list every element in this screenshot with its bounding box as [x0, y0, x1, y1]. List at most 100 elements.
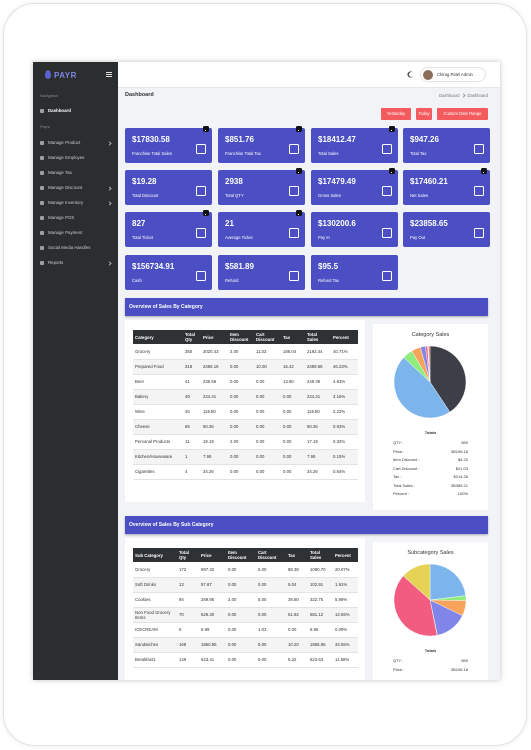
column-header: Cart Discount: [254, 330, 281, 344]
screen: PAYR Navigation Dashboard Payrs Manage P…: [33, 62, 500, 680]
pie-slice: [393, 575, 438, 637]
table-cell: Kitchen/Houseware: [133, 449, 183, 465]
table-row: Kitchen/Houseware 1 7.99 0.00 0.00 0.00 7.99 0.…: [133, 449, 358, 465]
table-row: ICECREAM 5 5.99 0.00 1.03 0.00 6.96 0.09%: [133, 622, 358, 638]
totals-row: Tax : $214.26: [393, 474, 468, 480]
table-cell: 5.00: [256, 562, 286, 578]
table-cell: 318: [183, 359, 201, 375]
info-badge[interactable]: [296, 126, 302, 132]
totals-row: Item Discount : $4.20: [393, 457, 468, 463]
info-badge[interactable]: [296, 210, 302, 216]
user-name: Chirag Patel Admin: [437, 72, 473, 77]
data-table: Category Total Qty Price Item Discount Cart …: [133, 330, 358, 480]
nav-item[interactable]: Manage POS: [40, 213, 114, 223]
info-badge[interactable]: [481, 168, 487, 174]
table-cell: 0.00: [254, 434, 281, 450]
table-cell: 5.00: [256, 652, 286, 668]
table-cell: 4: [183, 464, 201, 480]
nav-icon: [40, 155, 44, 160]
table-cell: 2.00: [228, 434, 254, 450]
table-cell: 20: [183, 404, 201, 420]
nav-item[interactable]: Reports: [40, 258, 114, 268]
nav-item[interactable]: Manage Tax: [40, 168, 114, 178]
stat-label: Total Discount: [132, 193, 159, 198]
table-cell: 224.41: [201, 389, 228, 405]
stat-icon: [382, 186, 392, 196]
stat-value: $17830.58: [132, 135, 170, 144]
nav-item[interactable]: Manage Discount: [40, 183, 114, 193]
totals-value: 100%: [457, 491, 468, 496]
nav-item[interactable]: Dashboard: [40, 106, 114, 116]
nav-icon: [40, 108, 44, 113]
table-cell: 15.42: [281, 359, 305, 375]
stat-card: $17830.58 Franchise Total Sales: [125, 126, 212, 163]
filter-button[interactable]: Yesterday: [381, 108, 411, 120]
table-cell: 0.00: [228, 419, 254, 435]
pie-chart: [393, 563, 467, 637]
stat-label: Franchise Total Sales: [132, 151, 172, 156]
column-header: Total Sales: [305, 330, 331, 344]
menu-toggle[interactable]: [106, 72, 112, 77]
nav-arrow: [107, 140, 112, 146]
pie-slice: [428, 345, 431, 383]
info-badge[interactable]: [203, 210, 209, 216]
info-badge[interactable]: [203, 126, 209, 132]
stat-value: $581.89: [225, 262, 254, 271]
nav-text: Manage POS: [48, 215, 75, 220]
stat-card: $23858.65 Pay Out: [403, 212, 490, 247]
stat-label: Total QTY: [225, 193, 244, 198]
totals-value: 859: [461, 658, 468, 663]
table-cell: 11.03: [254, 344, 281, 360]
table-row: Prepared Food 318 2486.16 0.00 10.00 15.42 248…: [133, 359, 358, 375]
table-cell: 0.00: [226, 607, 256, 623]
crumb[interactable]: Dashboard: [439, 93, 460, 98]
info-badge[interactable]: [296, 168, 302, 174]
nav-item[interactable]: Manage Inventory: [40, 198, 114, 208]
totals-label: Totals: [424, 648, 437, 653]
stat-label: Total Tax: [410, 151, 427, 156]
table-row: Bakery 49 224.41 0.00 0.00 0.00 224.21 4.16%: [133, 389, 358, 405]
nav-item[interactable]: Manage Product: [40, 138, 114, 148]
section-label: Payrs: [40, 125, 50, 129]
table-row: Non Food Grocery Items 70 629.30 0.00 0.00 51…: [133, 607, 358, 623]
theme-toggle[interactable]: [409, 72, 414, 77]
nav-text: Manage Inventory: [48, 200, 84, 205]
stat-icon: [289, 271, 299, 281]
table-cell: 1865.95: [308, 637, 333, 653]
nav-label: Navigation: [40, 94, 58, 98]
table-cell: 224.21: [305, 389, 331, 405]
table-cell: 2.00: [226, 592, 256, 608]
table-panel: Category Total Qty Price Item Discount Cart …: [125, 320, 365, 502]
table-cell: 119.80: [305, 404, 331, 420]
stat-card: 2938 Total QTY: [218, 168, 305, 205]
table-cell: 88.38: [286, 562, 308, 578]
stat-label: Pay In: [318, 235, 330, 240]
stat-value: $17460.21: [410, 177, 448, 186]
column-header: Total Qty: [183, 330, 201, 344]
table-row: Personal Products 11 19.19 2.00 0.00 0.00 17.1…: [133, 434, 358, 450]
info-badge[interactable]: [389, 126, 395, 132]
user-menu[interactable]: Chirag Patel Admin: [420, 67, 486, 82]
column-header: Price: [201, 330, 228, 344]
info-badge[interactable]: [389, 168, 395, 174]
table-cell: 997.32: [199, 562, 226, 578]
nav-item[interactable]: Manage Payment: [40, 228, 114, 238]
table-cell: 186.04: [281, 344, 305, 360]
filter-button[interactable]: Custom Date Range: [437, 108, 488, 120]
nav-item[interactable]: Social Media Handles: [40, 243, 114, 253]
nav-arrow: [107, 185, 112, 191]
column-header: Cart Discount: [256, 548, 286, 562]
column-header: Percent: [331, 330, 358, 344]
filter-button[interactable]: Today: [416, 108, 432, 120]
table-row: Cheese 65 50.35 0.00 0.00 0.00 50.35 0.93%: [133, 419, 358, 435]
brand-logo: [45, 70, 51, 79]
table-cell: 7.99: [201, 449, 228, 465]
nav-item[interactable]: Manage Employee: [40, 153, 114, 163]
stat-icon: [382, 228, 392, 238]
table-cell: 7.99: [305, 449, 331, 465]
table-cell: 34.65%: [333, 637, 358, 653]
table-cell: Cookies: [133, 592, 177, 608]
table-cell: 97.87: [199, 577, 226, 593]
stat-card: $95.5 Refund Tax: [311, 255, 398, 290]
table-cell: 172: [177, 562, 199, 578]
